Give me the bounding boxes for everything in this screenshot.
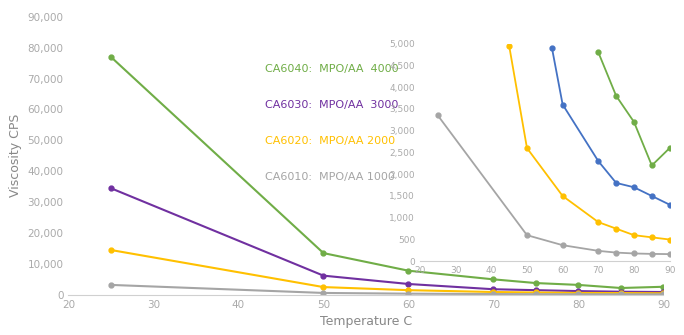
Text: CA6040:  MPO/AA  4000: CA6040: MPO/AA 4000 [265,64,398,74]
Text: CA6010:  MPO/AA 1000: CA6010: MPO/AA 1000 [265,173,395,183]
X-axis label: Temperature C: Temperature C [320,315,412,328]
Text: CA6020:  MPO/AA 2000: CA6020: MPO/AA 2000 [265,136,395,146]
Text: CA6030:  MPO/AA  3000: CA6030: MPO/AA 3000 [265,100,398,110]
Y-axis label: Viscosity CPS: Viscosity CPS [9,114,22,197]
